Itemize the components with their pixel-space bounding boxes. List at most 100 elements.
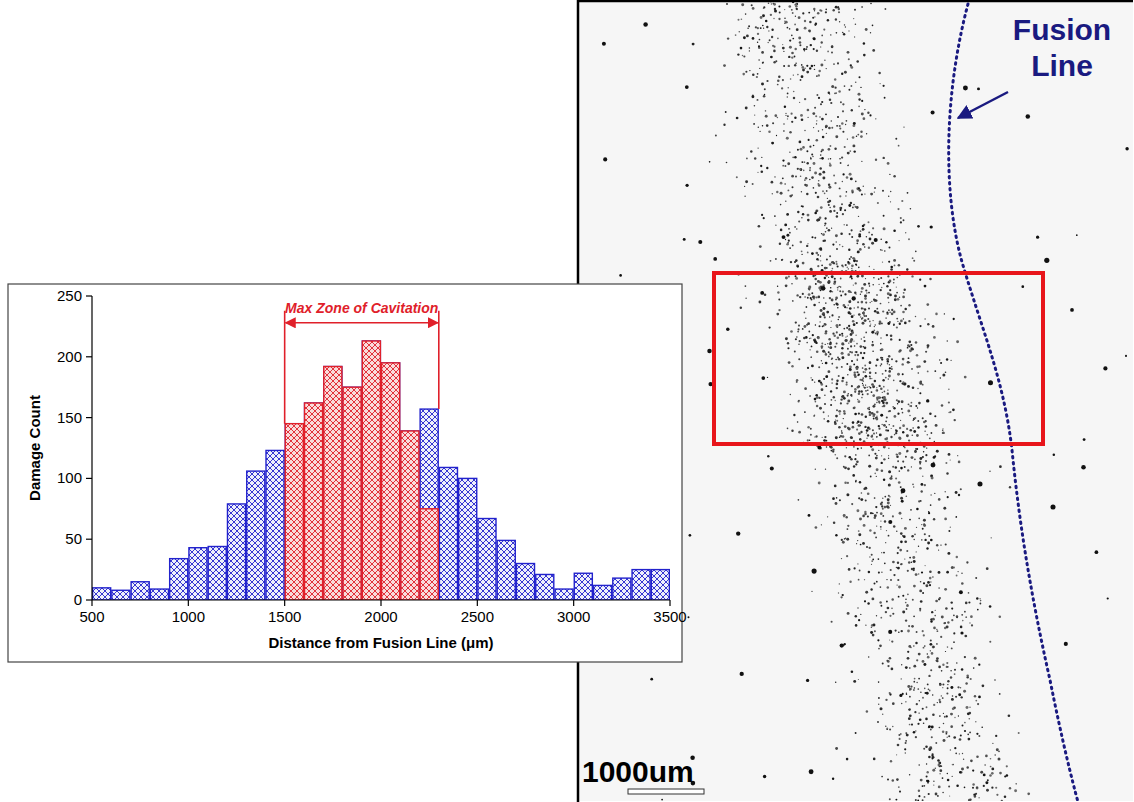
cavity-dot (922, 384, 924, 386)
cavity-dot (887, 322, 890, 325)
cavity-dot (847, 348, 849, 350)
cavity-dot (750, 150, 753, 153)
cavity-dot (918, 723, 919, 724)
cavity-dot (814, 338, 816, 340)
cavity-dot (823, 307, 826, 310)
cavity-dot (919, 325, 921, 327)
cavity-dot (847, 467, 850, 470)
cavity-dot (859, 518, 862, 521)
cavity-dot (787, 115, 789, 117)
cavity-dot (956, 662, 957, 663)
cavity-dot (895, 630, 897, 632)
cavity-dot (821, 151, 823, 153)
cavity-dot (816, 211, 817, 212)
cavity-dot (801, 217, 803, 219)
cavity-dot (859, 570, 861, 572)
cavity-dot (768, 30, 770, 32)
cavity-dot (945, 607, 948, 610)
cavity-dot (883, 396, 886, 399)
cavity-dot (844, 306, 846, 308)
cavity-dot (886, 579, 887, 580)
cavity-dot (876, 359, 879, 362)
cavity-dot (799, 141, 802, 144)
cavity-dot (791, 121, 793, 123)
cavity-dot (911, 625, 914, 628)
cavity-dot (853, 18, 854, 19)
cavity-dot (910, 509, 912, 511)
cavity-dot (880, 357, 882, 359)
cavity-dot (849, 368, 851, 370)
cavity-dot (795, 275, 797, 277)
cavity-dot (820, 260, 821, 261)
cavity-dot (900, 217, 902, 219)
cavity-dot (793, 414, 795, 416)
cavity-dot (928, 756, 931, 759)
cavity-dot (815, 209, 818, 212)
cavity-dot (726, 162, 728, 164)
cavity-dot (828, 277, 829, 278)
cavity-dot (815, 324, 816, 325)
cavity-dot (898, 240, 899, 241)
cavity-dot (932, 646, 935, 649)
figure: FusionLine1000um050100150200250500100015… (0, 0, 1134, 802)
cavity-dot (891, 598, 893, 600)
cavity-dot (874, 630, 876, 632)
cavity-dot (846, 327, 848, 329)
cavity-dot (743, 55, 745, 57)
cavity-dot (761, 157, 762, 158)
cavity-dot (906, 495, 908, 497)
cavity-dot (820, 64, 823, 67)
cavity-dot (942, 697, 944, 699)
cavity-dot (919, 392, 921, 394)
cavity-dot (858, 216, 859, 217)
cavity-dot (907, 344, 910, 347)
cavity-dot (813, 415, 815, 417)
cavity-dot (918, 365, 920, 367)
cavity-dot (875, 537, 877, 539)
cavity-dot (820, 158, 821, 159)
cavity-dot (924, 318, 925, 319)
cavity-dot (876, 387, 877, 388)
cavity-dot (940, 762, 942, 764)
cavity-dot (920, 381, 922, 383)
cavity-dot (868, 221, 870, 223)
cavity-dot (875, 457, 878, 460)
cavity-dot (847, 138, 848, 139)
cavity-dot (893, 525, 896, 528)
cavity-dot (872, 512, 874, 514)
cavity-dot (978, 797, 979, 798)
cavity-dot (821, 345, 824, 348)
cavity-dot (848, 204, 851, 207)
cavity-dot (818, 302, 820, 304)
cavity-dot (824, 223, 826, 225)
cavity-dot (964, 730, 966, 732)
cavity-dot (835, 359, 836, 360)
cavity-dot (887, 586, 890, 589)
cavity-dot (890, 579, 892, 581)
cavity-dot (917, 225, 920, 228)
cavity-dot (828, 127, 831, 130)
cavity-dot (869, 325, 871, 327)
cavity-dot (864, 297, 867, 300)
cavity-dot (849, 258, 851, 260)
cavity-dot (793, 74, 794, 75)
cavity-dot (848, 58, 850, 60)
cavity-dot (829, 343, 831, 345)
cavity-dot (882, 663, 884, 665)
cavity-dot (815, 237, 817, 239)
cavity-dot (763, 217, 765, 219)
cavity-dot (770, 260, 772, 262)
cavity-dot (804, 325, 807, 328)
cavity-dot (821, 10, 823, 12)
cavity-dot (929, 437, 931, 439)
cavity-dot (814, 10, 815, 11)
cavity-dot (834, 485, 837, 488)
cavity-dot (881, 363, 883, 365)
cavity-dot (923, 723, 925, 725)
cavity-dot (799, 41, 802, 44)
cavity-dot (861, 301, 864, 304)
cavity-dot (880, 528, 881, 529)
cavity-dot (869, 414, 871, 416)
cavity-dot (898, 452, 901, 455)
cavity-dot (794, 56, 796, 58)
